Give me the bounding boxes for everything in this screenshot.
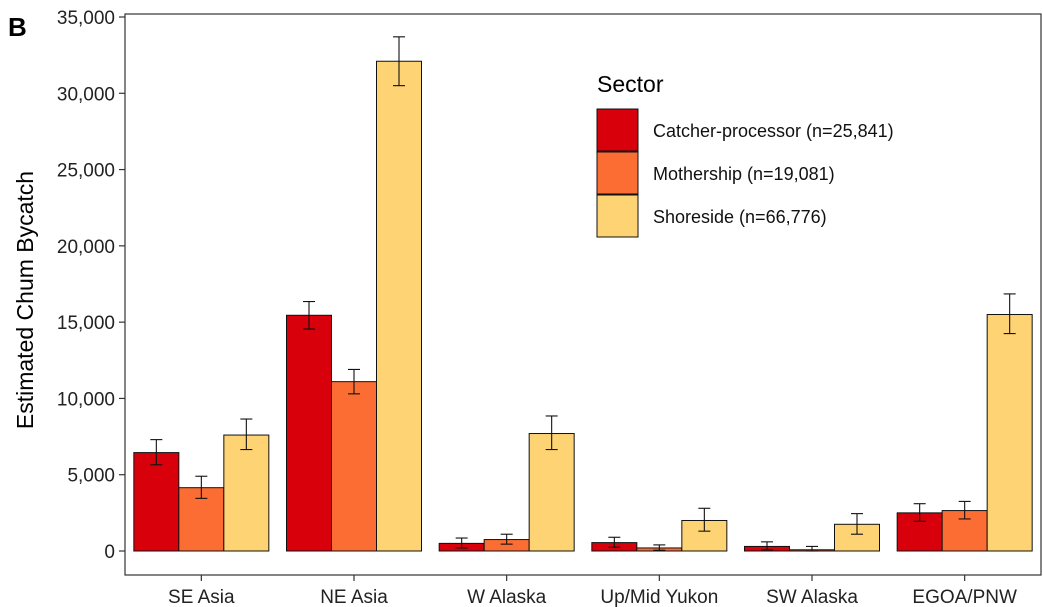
error-bar — [455, 537, 468, 549]
error-bar — [761, 541, 773, 551]
error-bar — [348, 368, 360, 395]
legend-swatch — [596, 108, 639, 152]
legend-label: Shoreside (n=66,776) — [653, 207, 827, 227]
bar — [331, 381, 377, 552]
axes: 0 5,000 10,000 15,000 20,000 25,000 30,000 35,0… — [57, 8, 1042, 607]
error-bar — [608, 536, 621, 548]
legend: Sector Catcher-processor (n=25,841) Mothe… — [596, 71, 894, 238]
error-bar — [913, 503, 926, 522]
error-bar — [806, 545, 818, 552]
error-bar — [393, 36, 405, 87]
y-tick-label: 35,000 — [57, 8, 115, 29]
error-bar — [303, 300, 315, 330]
bar — [286, 314, 332, 552]
y-tick-label: 30,000 — [57, 84, 115, 105]
bars — [133, 60, 1033, 552]
y-tick-label: 15,000 — [57, 313, 115, 334]
error-bar — [851, 513, 863, 535]
legend-title: Sector — [597, 71, 664, 97]
error-bar — [195, 475, 208, 499]
y-tick-label: 0 — [104, 542, 115, 563]
panel-tag: B — [8, 12, 27, 42]
legend-label: Catcher-processor (n=25,841) — [653, 121, 894, 141]
error-bar — [150, 439, 163, 466]
error-bar — [958, 500, 971, 520]
error-bar — [1003, 293, 1016, 335]
error-bar — [698, 507, 711, 532]
y-tick-label: 5,000 — [67, 466, 115, 487]
error-bar — [653, 544, 666, 551]
error-bar — [240, 418, 253, 451]
plot-panel-border — [124, 13, 1042, 576]
bar — [528, 433, 575, 552]
y-tick-label: 25,000 — [57, 161, 115, 182]
x-tick-label: SE Asia — [168, 587, 235, 607]
y-axis-title: Estimated Chum Bycatch — [12, 171, 38, 429]
x-tick-label: W Alaska — [467, 587, 547, 607]
bar — [986, 314, 1033, 552]
legend-swatch — [596, 151, 639, 195]
x-tick-label: NE Asia — [320, 587, 388, 607]
legend-label: Mothership (n=19,081) — [653, 164, 835, 184]
y-tick-label: 20,000 — [57, 237, 115, 258]
x-tick-label: SW Alaska — [766, 587, 858, 607]
error-bar — [545, 415, 558, 451]
error-bar — [500, 533, 513, 545]
bar — [376, 60, 422, 552]
x-tick-label: EGOA/PNW — [912, 587, 1017, 607]
x-tick-label: Up/Mid Yukon — [600, 587, 718, 607]
bar — [133, 452, 180, 552]
error-bars — [150, 36, 1016, 552]
bar — [223, 434, 270, 552]
legend-swatch — [596, 194, 639, 238]
y-tick-label: 10,000 — [57, 389, 115, 410]
